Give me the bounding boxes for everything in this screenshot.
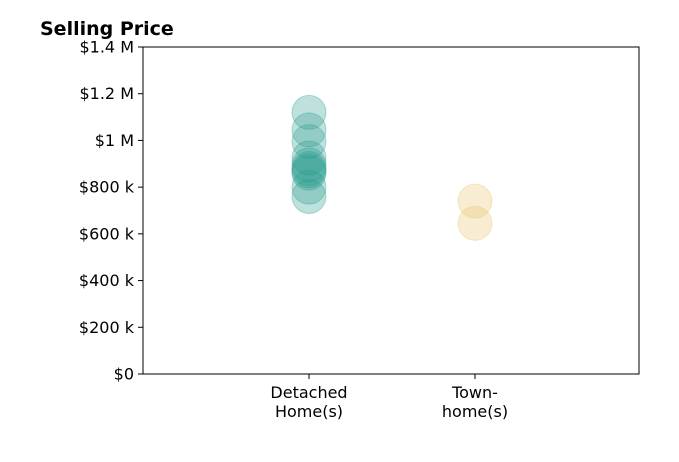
data-point <box>291 153 327 189</box>
x-tick-label: Town-home(s) <box>442 383 508 421</box>
y-tick-label: $800 k <box>79 178 135 197</box>
data-point <box>291 112 327 148</box>
y-axis: $0 $200 k $400 k $600 k $800 k $1 M $1.2 M $1.4… <box>79 38 143 384</box>
x-tick-label: Detached Home(s) <box>270 383 347 421</box>
chart-title: Selling Price <box>40 18 174 40</box>
data-point <box>291 150 327 186</box>
data-point <box>457 205 493 241</box>
y-tick-label: $1 M <box>95 131 134 150</box>
x-axis: Detached Home(s) Town-home(s) <box>270 374 508 421</box>
y-tick-label: $200 k <box>79 318 135 337</box>
x-tick-label-line: Home(s) <box>275 402 343 421</box>
data-point <box>291 169 327 205</box>
y-tick-label: $1.2 M <box>79 84 134 103</box>
y-tick-label: $400 k <box>79 271 135 290</box>
x-tick-label-line: Town- <box>451 383 498 402</box>
data-point <box>291 140 327 176</box>
y-tick-label: $600 k <box>79 224 135 243</box>
plot-frame <box>142 46 640 375</box>
y-tick-label: $0 <box>114 365 134 384</box>
plot-points <box>291 94 493 241</box>
y-tick-label: $1.4 M <box>79 38 134 57</box>
data-point <box>457 183 493 219</box>
data-point <box>291 178 327 214</box>
data-point <box>291 155 327 191</box>
data-point <box>291 147 327 183</box>
data-point <box>291 124 327 160</box>
data-point <box>291 94 327 130</box>
x-tick-label-line: Detached <box>270 383 347 402</box>
x-tick-label-line: home(s) <box>442 402 508 421</box>
